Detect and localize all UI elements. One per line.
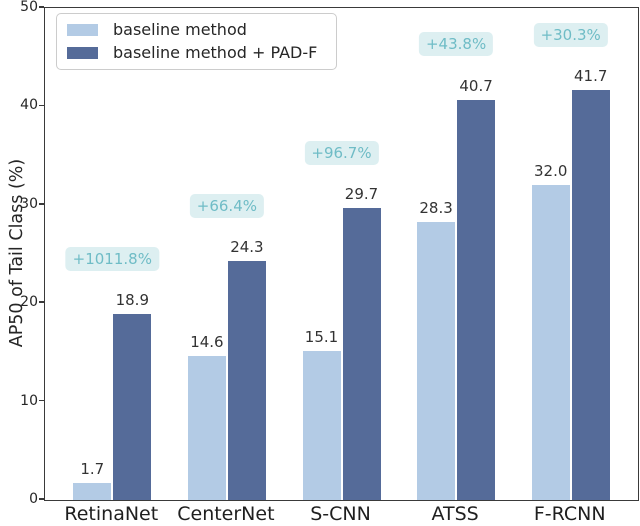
improvement-badge: +43.8% (418, 32, 494, 57)
y-tick-mark (39, 203, 44, 205)
bar-retinanet-baseline (73, 483, 112, 500)
bar-centernet-baseline (187, 356, 226, 500)
improvement-badge: +96.7% (304, 140, 379, 165)
bar-retinanet-padf (113, 314, 152, 500)
bar-centernet-padf (227, 260, 266, 500)
bar-value-label: 24.3 (230, 237, 264, 256)
y-tick-mark (39, 498, 44, 500)
legend-label-baseline: baseline method (113, 20, 247, 39)
y-tick-mark (39, 301, 44, 303)
legend: baseline method baseline method + PAD-F (56, 13, 337, 70)
bar-value-label: 1.7 (80, 460, 105, 479)
legend-swatch-padf-icon (67, 46, 98, 59)
bar-s-cnn-baseline (302, 351, 341, 500)
y-tick-mark (39, 104, 44, 107)
y-tick-label: 50 (20, 0, 38, 15)
y-tick-mark (39, 399, 44, 402)
bar-value-label: 32.0 (533, 162, 568, 181)
improvement-badge: +30.3% (533, 22, 608, 47)
y-tick-label: 20 (20, 294, 38, 311)
x-tick-label-atss: ATSS (431, 503, 479, 525)
y-tick-label: 30 (20, 195, 38, 212)
y-tick-label: 0 (29, 491, 38, 507)
legend-swatch-baseline-icon (67, 23, 98, 36)
bar-value-label: 18.9 (115, 291, 149, 310)
bar-value-label: 40.7 (459, 76, 493, 95)
bar-atss-baseline (417, 221, 456, 500)
plot-area: baseline method baseline method + PAD-F … (44, 7, 639, 501)
bar-value-label: 15.1 (304, 328, 339, 347)
y-tick-label: 40 (20, 97, 38, 114)
x-tick-label-f-rcnn: F-RCNN (533, 503, 606, 525)
improvement-badge: +1011.8% (65, 246, 159, 271)
legend-item-baseline: baseline method (57, 20, 336, 39)
bar-value-label: 41.7 (573, 66, 608, 85)
x-tick-label-retinanet: RetinaNet (64, 503, 159, 525)
legend-label-padf: baseline method + PAD-F (113, 43, 318, 62)
x-tick-label-centernet: CenterNet (177, 503, 275, 525)
y-tick-label: 10 (20, 392, 38, 409)
y-tick-mark (39, 6, 44, 8)
bar-value-label: 29.7 (344, 184, 379, 203)
x-tick-label-s-cnn: S-CNN (310, 503, 371, 525)
y-axis-label: AP50 of Tail Class (%) (7, 158, 27, 348)
bar-f-rcnn-baseline (531, 185, 570, 500)
bar-atss-padf (457, 99, 496, 500)
legend-item-padf: baseline method + PAD-F (57, 43, 336, 62)
improvement-badge: +66.4% (189, 193, 265, 218)
bar-value-label: 28.3 (419, 198, 453, 217)
bar-s-cnn-padf (342, 207, 381, 500)
bar-f-rcnn-padf (571, 89, 610, 500)
bar-value-label: 14.6 (190, 333, 224, 352)
